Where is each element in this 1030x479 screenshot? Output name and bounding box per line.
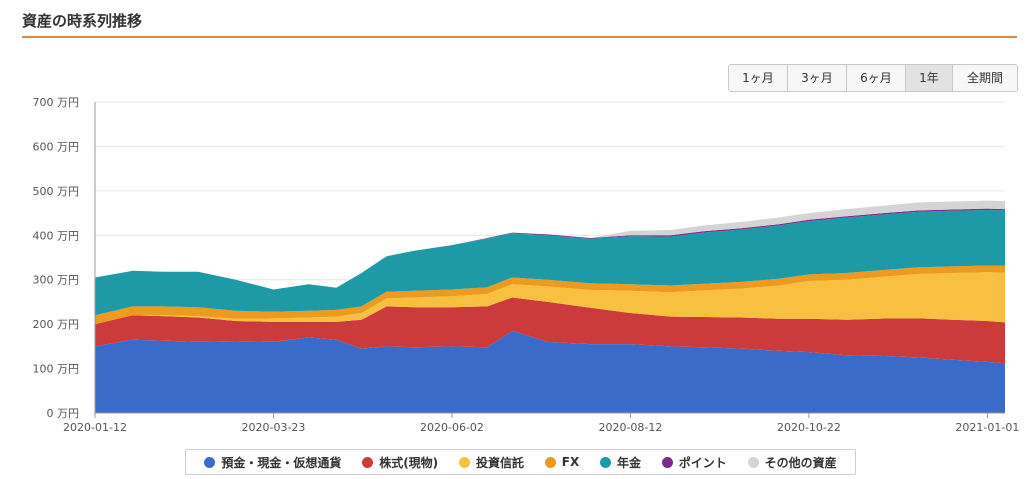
legend-swatch — [747, 456, 759, 468]
legend-swatch — [661, 456, 673, 468]
legend-label: その他の資産 — [764, 455, 837, 470]
x-tick-label: 2020-01-12 — [63, 421, 127, 434]
legend-item-pension[interactable]: 年金 — [599, 454, 641, 471]
y-tick-label: 500 万円 — [33, 185, 80, 198]
x-tick-label: 2020-06-02 — [420, 421, 484, 434]
series-area — [95, 330, 1005, 413]
range-1year-button[interactable]: 1年 — [906, 65, 953, 91]
legend-label: 株式(現物) — [379, 455, 439, 470]
x-tick-label: 2021-01-01 — [955, 421, 1019, 434]
legend-item-stocks[interactable]: 株式(現物) — [362, 454, 438, 471]
period-selector: 1ヶ月 3ヶ月 6ヶ月 1年 全期間 — [728, 64, 1018, 92]
x-tick-label: 2020-10-22 — [777, 421, 841, 434]
y-tick-label: 600 万円 — [33, 140, 80, 153]
legend-item-funds[interactable]: 投資信託 — [458, 454, 524, 471]
title-underline — [22, 36, 1017, 38]
legend-swatch — [599, 456, 611, 468]
range-6months-button[interactable]: 6ヶ月 — [847, 65, 906, 91]
series-area — [95, 265, 1005, 325]
legend-swatch — [458, 456, 470, 468]
y-tick-label: 400 万円 — [33, 229, 80, 242]
y-tick-label: 0 万円 — [47, 407, 80, 420]
y-tick-label: 100 万円 — [33, 363, 80, 376]
legend-label: ポイント — [678, 455, 727, 470]
range-all-button[interactable]: 全期間 — [953, 65, 1017, 91]
legend-item-other[interactable]: その他の資産 — [747, 454, 837, 471]
legend-label: 投資信託 — [475, 455, 524, 470]
x-tick-label: 2020-08-12 — [598, 421, 662, 434]
axes: 0 万円 100 万円 200 万円 300 万円 400 万円 500 万円 600 万円… — [33, 96, 1020, 434]
legend-label: FX — [561, 455, 580, 469]
series-area — [95, 272, 1005, 325]
series-areas — [95, 200, 1005, 413]
chart-legend: 預金・現金・仮想通貨 株式(現物) 投資信託 FX 年金 ポイント その他の資産 — [185, 449, 856, 475]
page-title: 資産の時系列推移 — [22, 12, 143, 30]
x-tick-label: 2020-03-23 — [242, 421, 306, 434]
legend-label: 年金 — [616, 455, 641, 470]
series-area — [95, 297, 1005, 364]
legend-label: 預金・現金・仮想通貨 — [221, 455, 342, 470]
series-area — [95, 200, 1005, 290]
y-tick-label: 300 万円 — [33, 274, 80, 287]
legend-swatch — [362, 456, 374, 468]
y-tick-label: 200 万円 — [33, 318, 80, 331]
legend-item-fx[interactable]: FX — [544, 455, 580, 469]
legend-item-deposit[interactable]: 預金・現金・仮想通貨 — [204, 454, 341, 471]
legend-swatch — [544, 456, 556, 468]
legend-item-points[interactable]: ポイント — [661, 454, 727, 471]
series-area — [95, 210, 1005, 316]
legend-swatch — [204, 456, 216, 468]
y-tick-label: 700 万円 — [33, 96, 80, 109]
range-1month-button[interactable]: 1ヶ月 — [729, 65, 788, 91]
range-3months-button[interactable]: 3ヶ月 — [788, 65, 847, 91]
